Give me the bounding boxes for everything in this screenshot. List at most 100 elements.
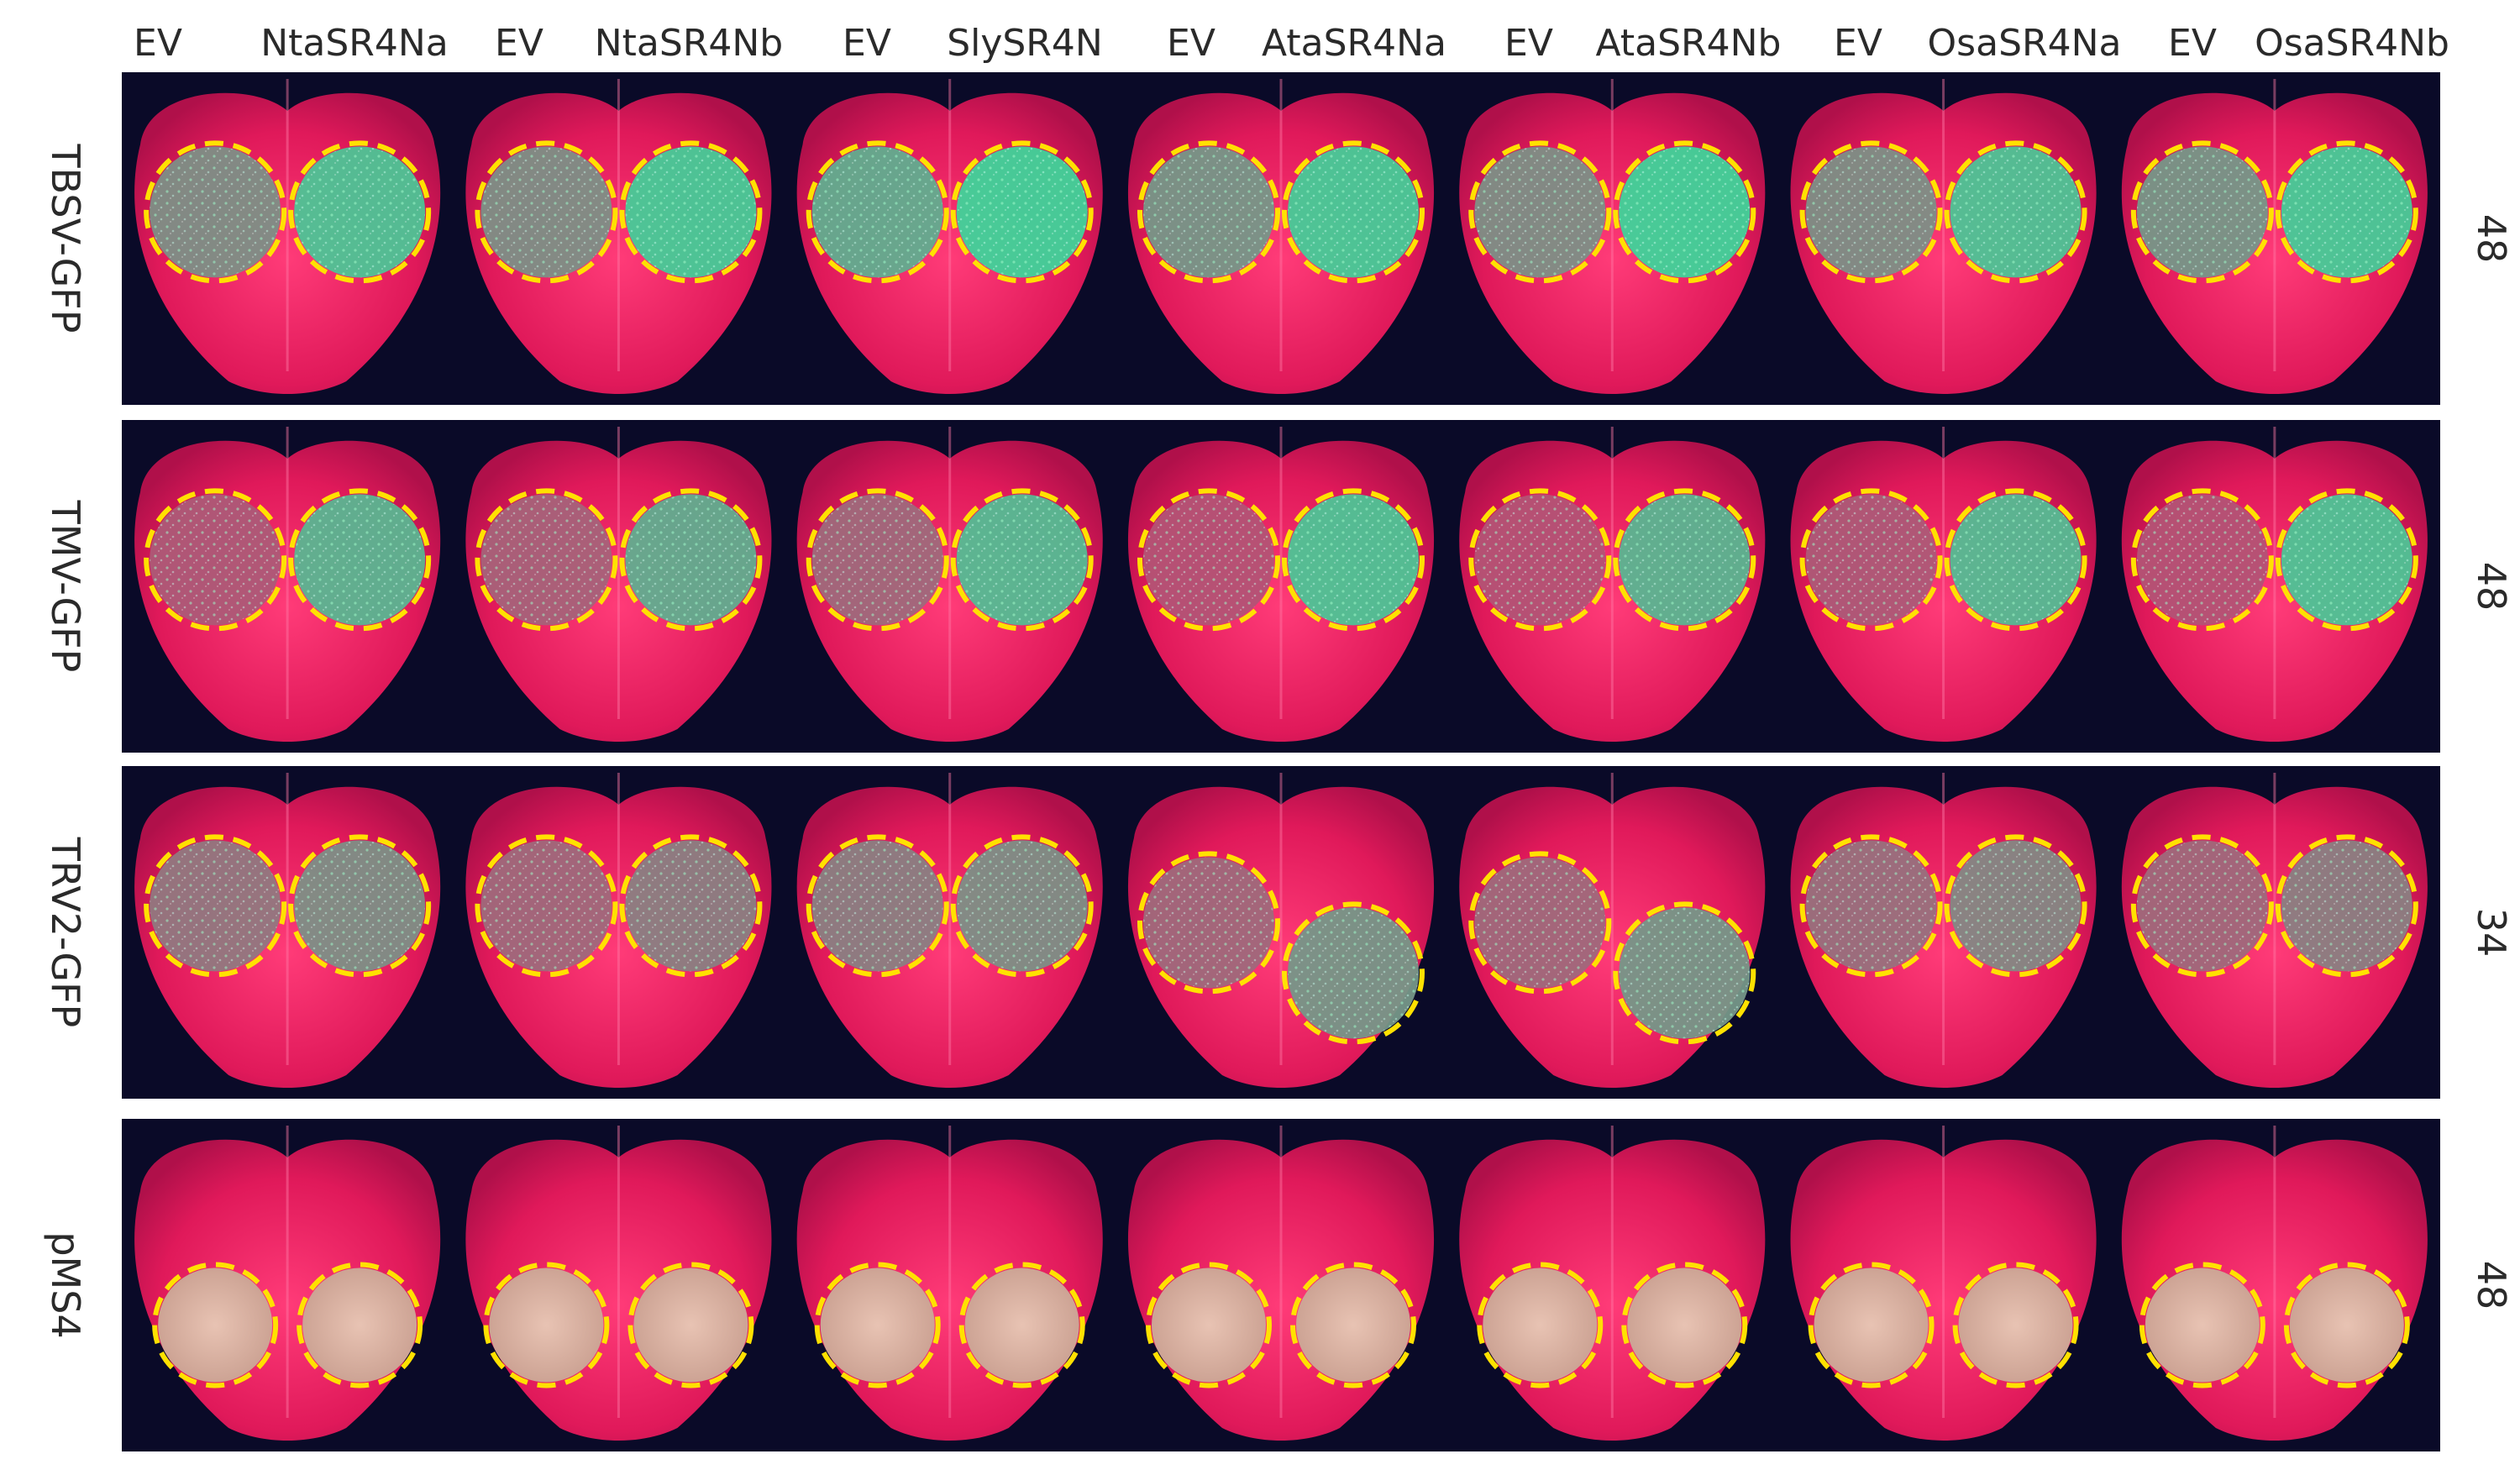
dashed-circle — [297, 1262, 423, 1388]
column-header: EV — [843, 22, 891, 65]
dashed-circle — [1613, 901, 1756, 1045]
infiltration-patch — [964, 1268, 1079, 1383]
gfp-speckle — [1288, 907, 1419, 1039]
dashed-circle — [2130, 488, 2274, 632]
dashed-circle — [950, 834, 1094, 978]
leaf — [1127, 427, 1435, 742]
leaf — [796, 427, 1103, 742]
row-values: 48 48 34 48 — [2469, 214, 2514, 1310]
leaf — [1127, 79, 1435, 394]
dashed-circle — [475, 140, 618, 284]
dashed-circle — [1944, 488, 2087, 632]
panel-row — [122, 72, 2440, 405]
infiltration-patch — [1483, 1268, 1598, 1383]
leaf — [2121, 427, 2428, 742]
dashed-circle — [619, 488, 763, 632]
gfp-speckle — [150, 840, 281, 972]
dashed-circle — [1146, 1262, 1272, 1388]
dashed-circle — [2130, 140, 2274, 284]
dashed-circle — [288, 834, 432, 978]
gfp-speckle — [1288, 146, 1419, 278]
row-value: 34 — [2469, 908, 2514, 958]
leaf — [2121, 79, 2428, 394]
gfp-speckle — [1143, 494, 1274, 626]
gfp-speckle — [150, 494, 281, 626]
dashed-circle — [806, 834, 949, 978]
gfp-speckle — [811, 146, 943, 278]
leaf — [1459, 79, 1766, 394]
dashed-circle — [1808, 1262, 1935, 1388]
dashed-circle — [619, 834, 763, 978]
dashed-circle — [1282, 901, 1425, 1045]
gfp-speckle — [2136, 840, 2268, 972]
dashed-circle — [1944, 834, 2087, 978]
dashed-circle — [483, 1262, 610, 1388]
row-label: TMV-GFP — [43, 500, 88, 673]
column-header: EV — [495, 22, 543, 65]
gfp-speckle — [956, 146, 1088, 278]
gfp-speckle — [1143, 146, 1274, 278]
column-headers: EV NtaSR4Na EV NtaSR4Nb EV SlySR4N EV AtaSR4Na E… — [134, 22, 2449, 65]
column-header: EV — [1834, 22, 1882, 65]
infiltration-patch — [633, 1268, 748, 1383]
column-header: AtaSR4Nb — [1596, 22, 1782, 65]
gfp-speckle — [1619, 907, 1751, 1039]
gfp-speckle — [956, 494, 1088, 626]
row-labels: TBSV-GFP TMV-GFP TRV2-GFP pMS4 — [43, 144, 88, 1339]
dashed-circle — [1468, 140, 1612, 284]
gfp-speckle — [294, 146, 426, 278]
leaf — [1790, 427, 2097, 742]
leaf — [1790, 79, 2097, 394]
dashed-circle — [475, 488, 618, 632]
dashed-circle — [1477, 1262, 1604, 1388]
dashed-circle — [2139, 1262, 2265, 1388]
gfp-speckle — [1805, 146, 1937, 278]
dashed-circle — [806, 140, 949, 284]
gfp-speckle — [1288, 494, 1419, 626]
gfp-speckle — [294, 840, 426, 972]
leaf — [134, 773, 441, 1088]
gfp-speckle — [1950, 494, 2082, 626]
column-header: EV — [2168, 22, 2217, 65]
leaf — [1459, 773, 1766, 1088]
infiltration-patch — [1958, 1268, 2073, 1383]
dashed-circle — [1468, 851, 1612, 995]
row-value: 48 — [2469, 1261, 2514, 1310]
leaf — [796, 1126, 1103, 1441]
infiltration-patch — [2145, 1268, 2260, 1383]
gfp-speckle — [1474, 494, 1606, 626]
column-header: OsaSR4Na — [1928, 22, 2122, 65]
dashed-circle — [958, 1262, 1085, 1388]
dashed-circle — [1944, 140, 2087, 284]
dashed-circle — [1799, 488, 1943, 632]
dashed-circle — [619, 140, 763, 284]
gfp-speckle — [625, 494, 757, 626]
leaf — [796, 773, 1103, 1088]
leaf — [1459, 1126, 1766, 1441]
gfp-speckle — [1950, 840, 2082, 972]
column-header: EV — [134, 22, 182, 65]
gfp-speckle — [150, 146, 281, 278]
infiltration-patch — [158, 1268, 273, 1383]
dashed-circle — [2275, 834, 2418, 978]
dashed-circle — [806, 488, 949, 632]
dashed-circle — [144, 140, 287, 284]
infiltration-patch — [1296, 1268, 1410, 1383]
gfp-speckle — [1474, 146, 1606, 278]
dashed-circle — [475, 834, 618, 978]
leaf — [1790, 1126, 2097, 1441]
infiltration-patch — [1627, 1268, 1742, 1383]
gfp-speckle — [1805, 494, 1937, 626]
dashed-circle — [627, 1262, 754, 1388]
gfp-speckle — [625, 840, 757, 972]
leaf — [465, 1126, 772, 1441]
dashed-circle — [1621, 1262, 1748, 1388]
leaf — [134, 79, 441, 394]
column-header: EV — [1167, 22, 1215, 65]
gfp-speckle — [294, 494, 426, 626]
column-header: AtaSR4Na — [1262, 22, 1446, 65]
infiltration-patch — [2289, 1268, 2404, 1383]
leaf — [1127, 773, 1435, 1088]
panel-row — [122, 1119, 2440, 1451]
